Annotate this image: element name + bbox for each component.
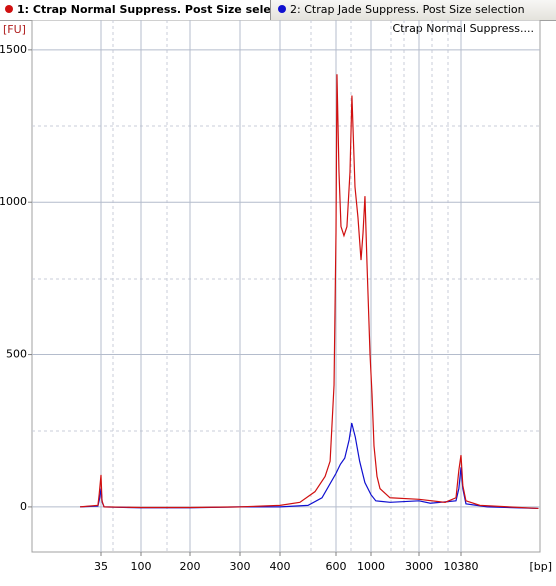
legend-dot (278, 5, 286, 13)
x-tick-label: 300 (230, 560, 251, 573)
y-tick-label: 1000 (0, 195, 27, 208)
legend-dot (5, 5, 13, 13)
tab-bar: 1: Ctrap Normal Suppress. Post Size sele… (0, 0, 556, 21)
y-tick-label: 500 (6, 348, 27, 361)
legend-label: 2: Ctrap Jade Suppress. Post Size select… (290, 3, 525, 16)
plot-frame (31, 20, 541, 553)
x-tick-label: 100 (131, 560, 152, 573)
y-tick-label: 1500 (0, 43, 27, 56)
x-tick-label: 3000 (405, 560, 433, 573)
chart: [FU] Ctrap Normal Suppress.... [bp] 0 500… (0, 20, 552, 573)
x-tick-label: 1000 (357, 560, 385, 573)
x-tick-label: 200 (180, 560, 201, 573)
series-line (80, 74, 539, 510)
x-tick-label: 35 (94, 560, 108, 573)
x-tick-label: 600 (326, 560, 347, 573)
x-tick-label: 10380 (444, 560, 479, 573)
x-axis-label: [bp] (529, 560, 552, 573)
tab[interactable]: 2: Ctrap Jade Suppress. Post Size select… (273, 0, 556, 20)
x-tick-label: 400 (270, 560, 291, 573)
minor-grid (32, 20, 540, 552)
y-tick-label: 0 (20, 500, 27, 513)
legend-label: 1: Ctrap Normal Suppress. Post Size sele… (17, 3, 271, 16)
y-axis-label: [FU] (3, 23, 26, 36)
tab[interactable]: 1: Ctrap Normal Suppress. Post Size sele… (0, 0, 271, 20)
chart-title: Ctrap Normal Suppress.... (393, 22, 534, 35)
